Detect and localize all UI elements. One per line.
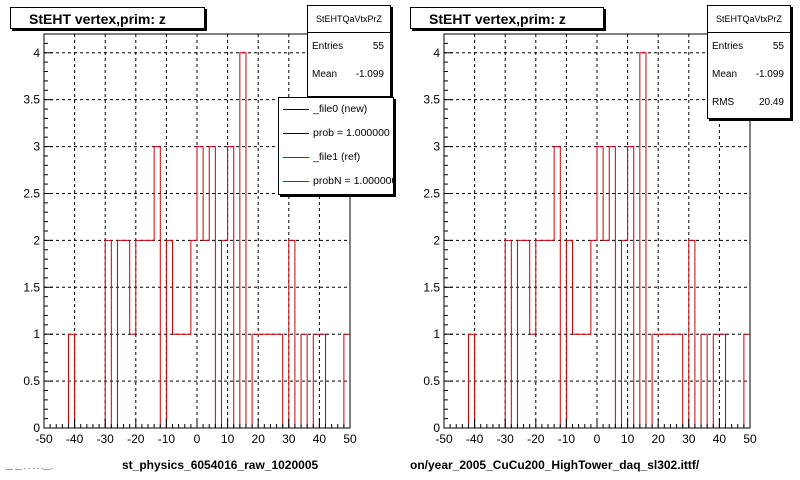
x-tick-label: -20 [127,432,145,446]
y-tick-label: 4 [33,46,40,60]
x-tick-label: -30 [97,432,115,446]
y-tick-label: 2 [433,233,440,247]
histogram-right: -50 -40 -30 -20 -10 0 10 20 30 40 50 0 0.5 1 1.5 2 2.5 3 3… [423,33,757,446]
x-tick-label: 30 [682,432,696,446]
y-tick-label: 2.5 [423,186,440,200]
legend-label: _file0 (new) [313,103,368,115]
legend-line [283,133,309,134]
x-tick-label: 10 [221,432,235,446]
legend-line [283,181,309,182]
histogram-pad-right: -50 -40 -30 -20 -10 0 10 20 30 40 50 0 0.5 1 1.5 2 2.5 3 3… [400,0,798,480]
y-tick-label: 4 [433,46,440,60]
x-tick-label: -10 [158,432,176,446]
x-tick-label: 40 [713,432,727,446]
y-tick-label: 1.5 [23,280,40,294]
stats-label: RMS [712,97,735,108]
x-tick-label: 20 [252,432,266,446]
y-tick-label: 0 [33,421,40,435]
x-tick-label: -20 [527,432,545,446]
stats-value: 55 [372,41,384,52]
legend-label: prob = 1.000000 [313,127,390,139]
y-tick-label: 1 [33,327,40,341]
legend-label: probN = 1.000000 [313,175,394,187]
legend-entry: probN = 1.000000 [279,170,394,194]
legend-entry: _file0 (new) [279,98,393,122]
stats-label: Entries [712,41,744,52]
histogram-outline [444,52,751,429]
stats-box: StEHTQaVtxPrZ Entries 55 Mean -1.099 RMS… [707,5,791,119]
stats-name: StEHTQaVtxPrZ [708,6,790,33]
x-tick-label: -10 [558,432,576,446]
x-tick-label: 10 [621,432,635,446]
stats-name: StEHTQaVtxPrZ [308,6,390,33]
y-tick-label: 3.5 [23,93,40,107]
y-tick-label: 0.5 [423,374,440,388]
pad-title: StEHT vertex,prim: z [410,7,604,29]
x-tick-label: 50 [743,432,757,446]
stats-value: -1.099 [755,69,784,80]
y-tick-label: 3 [33,140,40,154]
x-tick-label: -50 [35,432,53,446]
y-tick-label: 1 [433,327,440,341]
x-tick-label: -30 [497,432,515,446]
pad-title: StEHT vertex,prim: z [10,7,205,29]
x-tick-label: -40 [466,432,484,446]
x-tick-label: 30 [282,432,296,446]
stats-row-entries: Entries 55 [708,33,790,61]
legend-entry: prob = 1.000000 [279,122,393,146]
x-tick-label: 40 [313,432,327,446]
stats-value: -1.099 [355,69,384,80]
legend-line [283,109,309,110]
histogram-left: -50 -40 -30 -20 -10 0 10 20 30 40 50 0 0.5 1 1.5 2 2.5 3 3… [23,33,357,446]
stats-box: StEHTQaVtxPrZ Entries 55 Mean -1.099 [307,5,391,97]
y-tick-label: 0 [433,421,440,435]
histogram-pad-left: -50 -40 -30 -20 -10 0 10 20 30 40 50 0 0.5 1 1.5 2 2.5 3 3… [0,0,398,480]
x-axis-title: st_physics_6054016_raw_1020005 [122,458,319,472]
x-axis-title: on/year_2005_CuCu200_HighTower_daq_sl302… [410,458,700,472]
stats-row-mean: Mean -1.099 [308,61,390,89]
stats-label: Mean [312,69,338,80]
legend-label: _file1 (ref) [313,151,361,163]
y-tick-label: 2.5 [23,186,40,200]
x-tick-label: -50 [435,432,453,446]
x-tick-label: 50 [343,432,357,446]
x-tick-label: 20 [652,432,666,446]
canvas-stamp: — — - - - - -—- [6,466,53,473]
stats-row-mean: Mean -1.099 [708,61,790,89]
x-tick-label: 0 [194,432,201,446]
stats-label: Entries [312,41,344,52]
legend: _file0 (new) prob = 1.000000 _file1 (ref… [278,97,394,195]
legend-entry: _file1 (ref) [279,146,393,170]
stats-value: 55 [772,41,784,52]
stats-value: 20.49 [758,97,784,108]
stats-row-entries: Entries 55 [308,33,390,61]
x-tick-label: 0 [594,432,601,446]
y-tick-label: 3 [433,140,440,154]
y-tick-label: 2 [33,233,40,247]
histogram-outline [44,52,351,429]
x-tick-label: -40 [66,432,84,446]
y-tick-label: 3.5 [423,93,440,107]
stats-label: Mean [712,69,738,80]
y-tick-label: 0.5 [23,374,40,388]
y-tick-label: 1.5 [423,280,440,294]
stats-row-rms: RMS 20.49 [708,89,790,117]
legend-line [283,157,309,158]
